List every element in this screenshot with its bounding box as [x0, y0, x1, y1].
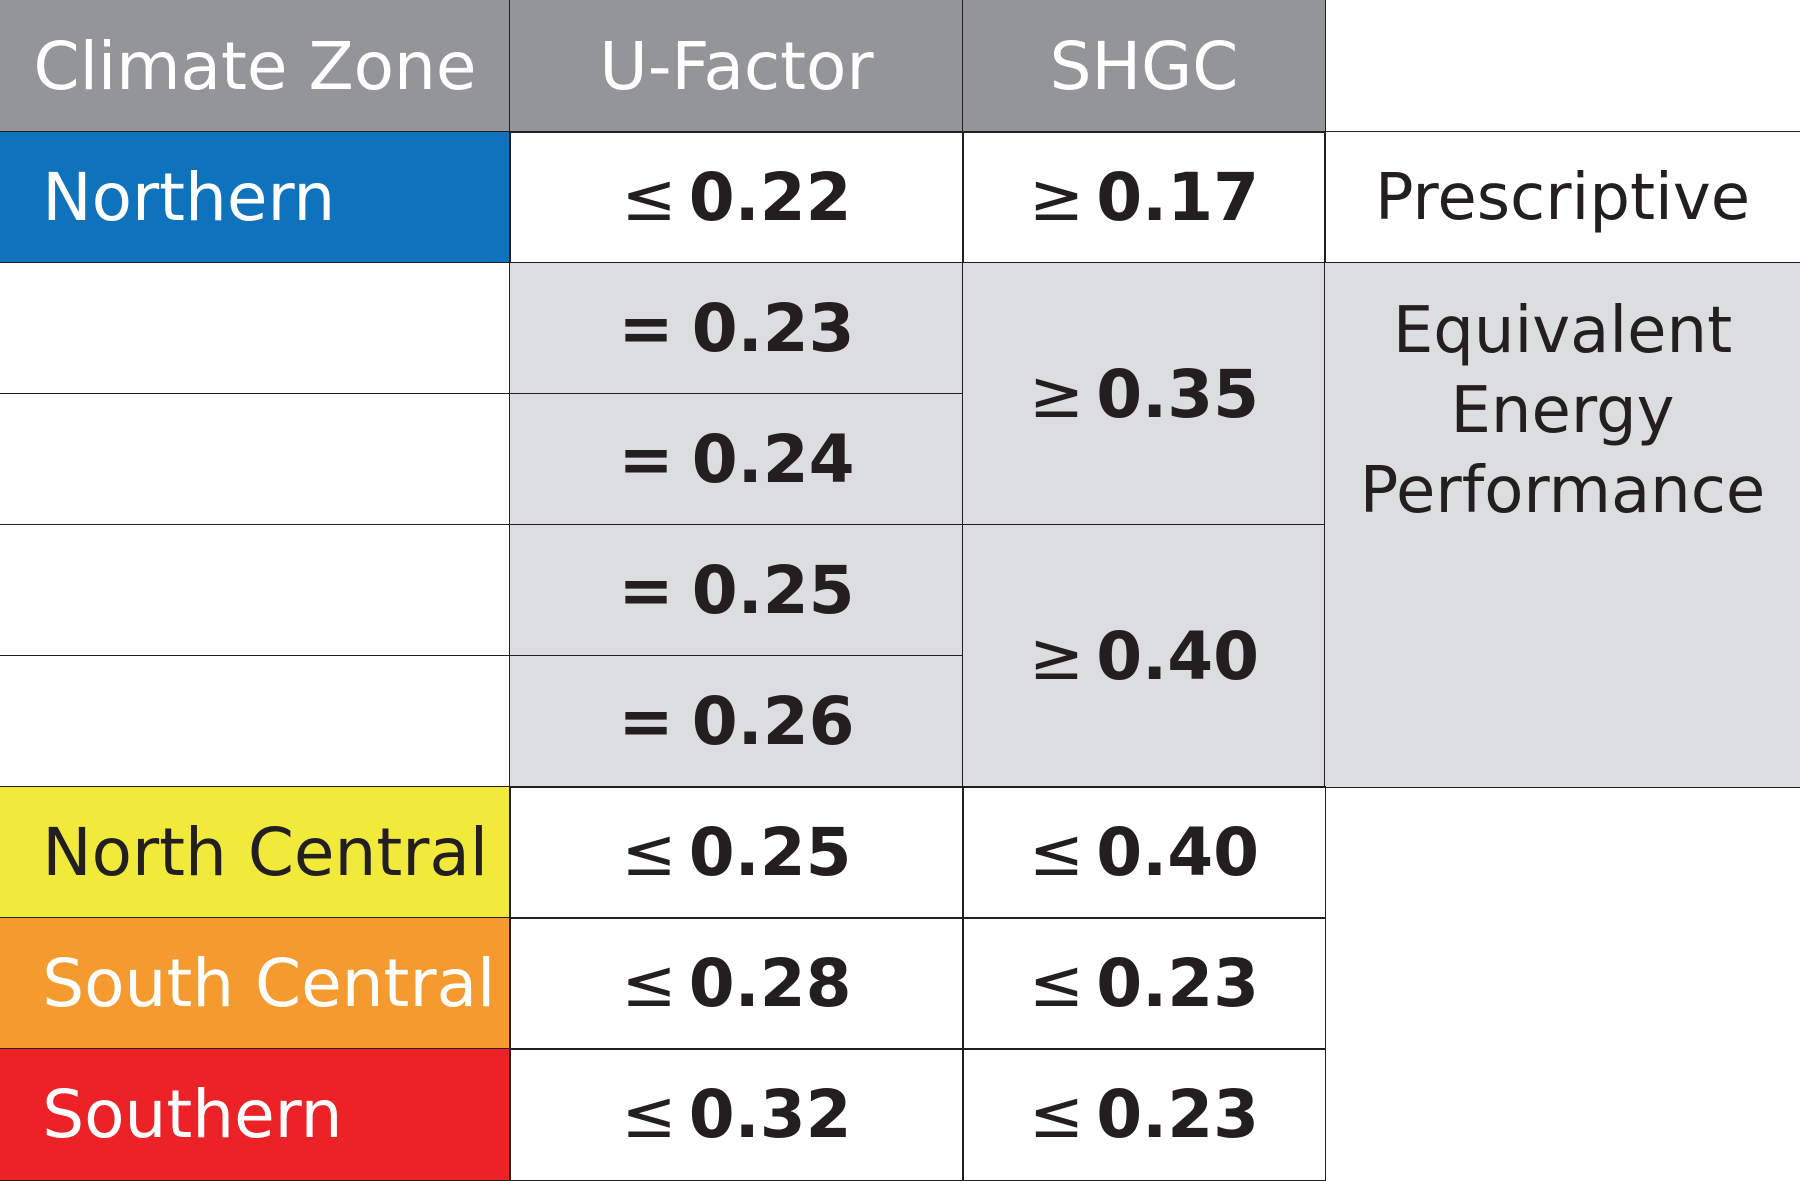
le-symbol: ≤ [621, 814, 677, 891]
shgc-value: 0.23 [1096, 945, 1260, 1022]
le-symbol: ≤ [1028, 945, 1085, 1022]
zone-northern: Northern [0, 131, 511, 264]
equals-symbol: = [618, 421, 674, 498]
note-prescriptive: Prescriptive [1324, 131, 1800, 264]
u-factor-value: 0.28 [688, 945, 852, 1022]
shgc-cell: ≤ 0.40 [962, 786, 1326, 919]
zone-blank [0, 524, 511, 657]
zone-north-central: North Central [0, 786, 511, 919]
ge-symbol: ≥ [1028, 617, 1085, 695]
shgc-value: 0.35 [1096, 355, 1260, 433]
zone-southern: Southern [0, 1048, 511, 1181]
shgc-value: 0.40 [1096, 617, 1260, 695]
zone-blank [0, 262, 511, 395]
u-factor-value: 0.24 [691, 421, 855, 498]
ge-symbol: ≥ [1028, 355, 1085, 433]
note-equivalent-energy-performance: Equivalent Energy Performance [1324, 262, 1800, 788]
u-factor-cell: ≤ 0.28 [509, 917, 964, 1050]
u-factor-value: 0.23 [691, 290, 855, 367]
note-line: Energy [1450, 374, 1675, 449]
shgc-cell: ≥ 0.17 [962, 131, 1326, 264]
shgc-value: 0.40 [1096, 814, 1260, 891]
u-factor-value: 0.22 [688, 159, 852, 236]
u-factor-value: 0.26 [691, 683, 855, 760]
zone-blank [0, 393, 511, 526]
le-symbol: ≤ [621, 945, 677, 1022]
u-factor-value: 0.32 [688, 1076, 852, 1153]
header-climate-zone: Climate Zone [0, 0, 511, 133]
zone-blank [0, 655, 511, 788]
equals-symbol: = [618, 290, 674, 367]
zone-south-central: South Central [0, 917, 511, 1050]
shgc-value: 0.23 [1096, 1076, 1260, 1153]
le-symbol: ≤ [621, 1076, 677, 1153]
shgc-merged-cell: ≥ 0.35 [962, 262, 1326, 526]
note-line: Equivalent [1392, 294, 1733, 369]
shgc-cell: ≤ 0.23 [962, 917, 1326, 1050]
header-u-factor: U-Factor [509, 0, 964, 133]
le-symbol: ≤ [1028, 814, 1085, 891]
shgc-merged-cell: ≥ 0.40 [962, 524, 1326, 788]
shgc-value: 0.17 [1096, 159, 1260, 236]
u-factor-cell: = 0.25 [509, 524, 964, 657]
header-spacer [1324, 0, 1800, 133]
shgc-cell: ≤ 0.23 [962, 1048, 1326, 1181]
u-factor-cell: ≤ 0.25 [509, 786, 964, 919]
u-factor-cell: ≤ 0.32 [509, 1048, 964, 1181]
u-factor-cell: = 0.26 [509, 655, 964, 788]
u-factor-cell: = 0.23 [509, 262, 964, 395]
u-factor-cell: ≤ 0.22 [509, 131, 964, 264]
note-line: Performance [1359, 454, 1766, 529]
u-factor-value: 0.25 [691, 552, 855, 629]
equals-symbol: = [618, 552, 674, 629]
u-factor-value: 0.25 [688, 814, 852, 891]
equals-symbol: = [618, 683, 674, 760]
ge-symbol: ≥ [1028, 159, 1085, 236]
header-shgc: SHGC [962, 0, 1326, 133]
le-symbol: ≤ [621, 159, 677, 236]
u-factor-cell: = 0.24 [509, 393, 964, 526]
le-symbol: ≤ [1028, 1076, 1085, 1153]
